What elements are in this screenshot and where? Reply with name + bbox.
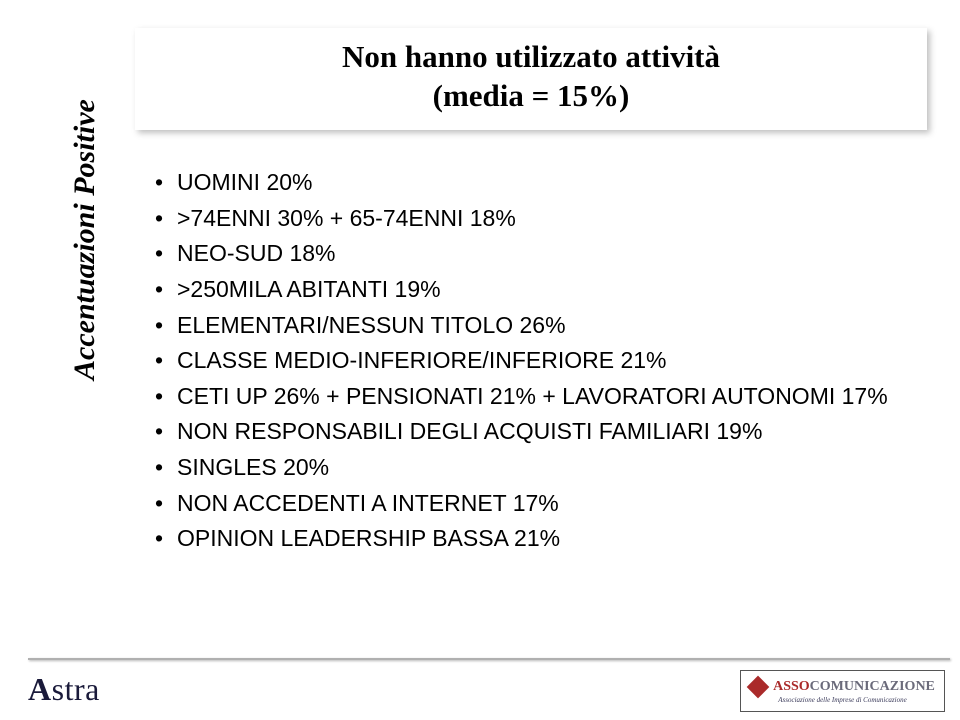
footer-divider [28, 658, 950, 660]
astra-logo-text: stra [52, 671, 100, 707]
asso-logo-subtitle: Associazione delle Imprese di Comunicazi… [778, 696, 906, 704]
assocomunicazione-logo: ASSOCOMUNICAZIONE Associazione delle Imp… [740, 670, 945, 712]
bullet-item: NON RESPONSABILI DEGLI ACQUISTI FAMILIAR… [155, 414, 895, 450]
astra-logo: Astra [28, 671, 100, 708]
asso-square-icon [747, 675, 770, 698]
bullet-list: UOMINI 20% >74ENNI 30% + 65-74ENNI 18% N… [155, 165, 895, 557]
bullet-item: ELEMENTARI/NESSUN TITOLO 26% [155, 308, 895, 344]
bullet-item: NON ACCEDENTI A INTERNET 17% [155, 486, 895, 522]
title-line-2: (media = 15%) [151, 77, 911, 116]
bullet-content: UOMINI 20% >74ENNI 30% + 65-74ENNI 18% N… [155, 165, 895, 557]
footer: Astra ASSOCOMUNICAZIONE Associazione del… [0, 658, 960, 720]
bullet-item: NEO-SUD 18% [155, 236, 895, 272]
title-box: Non hanno utilizzato attività (media = 1… [135, 28, 927, 130]
asso-logo-top: ASSOCOMUNICAZIONE [750, 679, 935, 695]
bullet-item: OPINION LEADERSHIP BASSA 21% [155, 521, 895, 557]
bullet-item: CETI UP 26% + PENSIONATI 21% + LAVORATOR… [155, 379, 895, 415]
bullet-item: UOMINI 20% [155, 165, 895, 201]
bullet-item: CLASSE MEDIO-INFERIORE/INFERIORE 21% [155, 343, 895, 379]
title-line-1: Non hanno utilizzato attività [151, 38, 911, 77]
bullet-item: SINGLES 20% [155, 450, 895, 486]
slide: Non hanno utilizzato attività (media = 1… [0, 0, 960, 720]
sidebar-label: Accentuazioni Positive [68, 99, 102, 380]
bullet-item: >74ENNI 30% + 65-74ENNI 18% [155, 201, 895, 237]
bullet-item: >250MILA ABITANTI 19% [155, 272, 895, 308]
asso-logo-text: ASSOCOMUNICAZIONE [773, 679, 935, 695]
